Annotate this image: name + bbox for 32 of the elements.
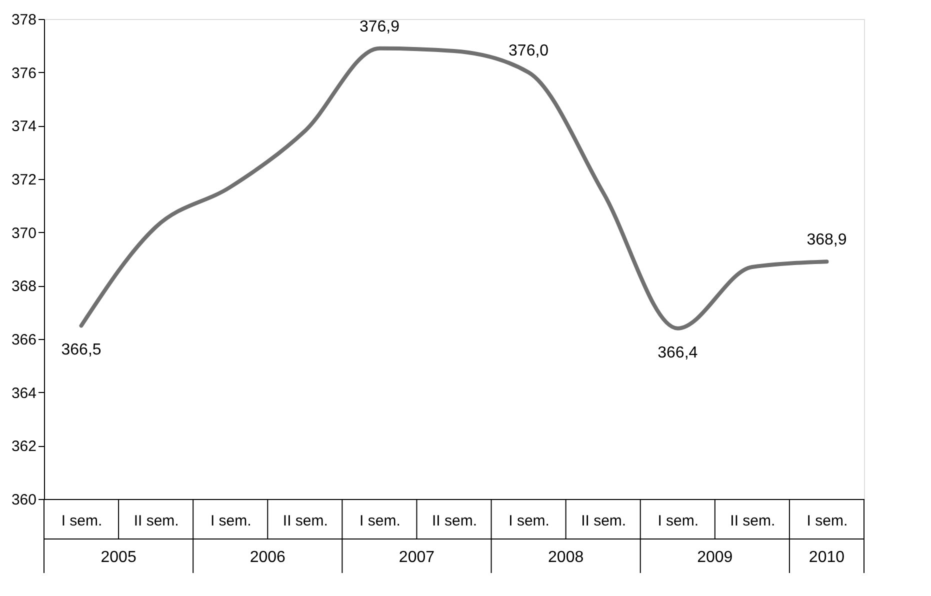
y-tick-label: 364 <box>11 384 36 402</box>
text: 2010 <box>808 549 845 566</box>
y-tick-label: 360 <box>11 492 36 508</box>
y-tick-label: 366 <box>11 332 36 348</box>
x-tick-label: I sem. <box>210 512 252 530</box>
text: 2007 <box>398 549 435 566</box>
x-tick-label: I sem. <box>508 512 550 530</box>
x-tick-label: I sem. <box>61 512 102 530</box>
x-tick-label: II sem. <box>432 512 478 530</box>
data-label: 366,5 <box>61 342 102 359</box>
text: 2006 <box>250 549 286 566</box>
y-tick-label: 378 <box>11 12 36 28</box>
data-label: 366,4 <box>658 344 698 362</box>
y-tick-label: 362 <box>11 438 36 456</box>
data-label: 376,0 <box>508 42 549 60</box>
data-label: 368,9 <box>806 232 847 249</box>
x-tick-label: II sem. <box>730 512 776 530</box>
y-tick-label: 370 <box>11 224 36 242</box>
x-tick-label: II sem. <box>581 512 626 530</box>
text: 2009 <box>697 549 733 566</box>
y-tick-label: 374 <box>11 118 36 136</box>
data-label: 376,9 <box>359 18 400 36</box>
x-tick-label: II sem. <box>282 512 328 530</box>
x-tick-label: I sem. <box>658 512 699 530</box>
x-tick-label: I sem. <box>806 512 848 530</box>
x-tick-label: II sem. <box>134 512 179 530</box>
y-tick-label: 376 <box>11 64 36 82</box>
y-tick-label: 368 <box>11 278 36 296</box>
y-tick-label: 372 <box>11 172 36 188</box>
x-tick-label: I sem. <box>360 512 400 530</box>
text: 2005 <box>100 549 136 566</box>
text: 2008 <box>548 549 584 566</box>
